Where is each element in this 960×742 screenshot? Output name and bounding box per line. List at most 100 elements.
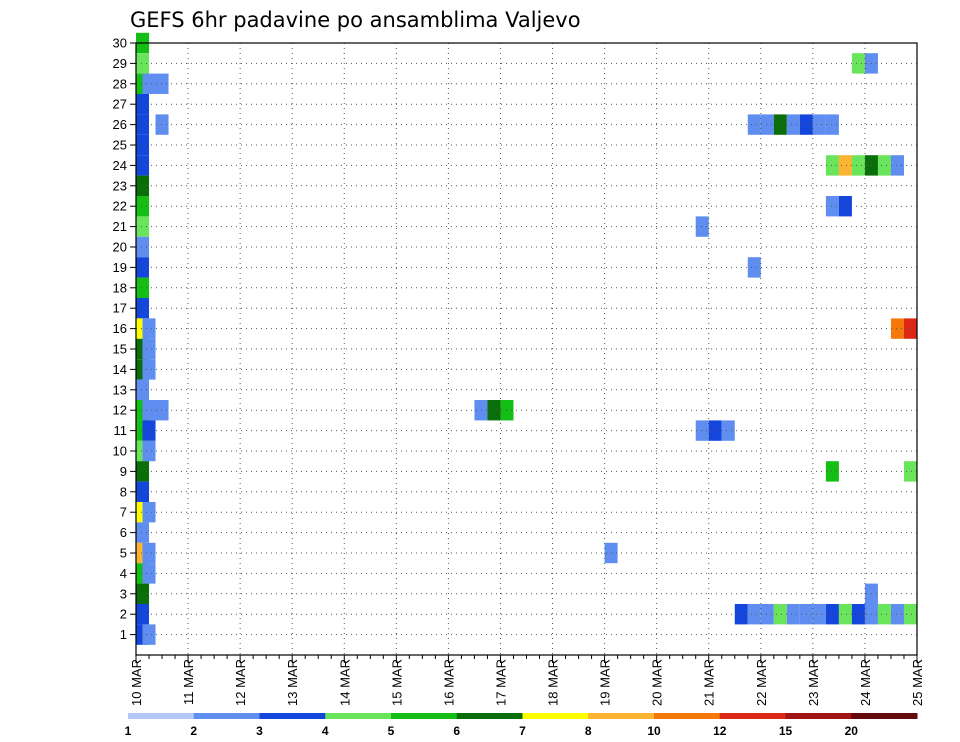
colorbar: 1 2 3 4 5 6 7 8 10 12 15 20	[125, 713, 918, 738]
colorbar-label: 7	[519, 724, 526, 738]
heatmap-cell	[136, 155, 150, 176]
heatmap-cell	[136, 216, 150, 237]
y-tick-label: 2	[120, 607, 127, 622]
y-tick-label: 18	[113, 280, 127, 295]
y-tick-label: 15	[113, 342, 127, 357]
x-tick-label: 19 MAR	[598, 659, 613, 706]
heatmap-cell	[136, 583, 150, 604]
colorbar-segment	[193, 713, 260, 719]
colorbar-segment	[785, 713, 852, 719]
y-tick-label: 8	[120, 484, 127, 499]
heatmap-cell	[747, 114, 761, 135]
y-tick-label: 24	[113, 158, 127, 173]
colorbar-segment	[456, 713, 523, 719]
heatmap-cell	[136, 196, 150, 217]
colorbar-label: 20	[845, 724, 859, 738]
y-tick-label: 12	[113, 403, 127, 418]
colorbar-segment	[654, 713, 721, 719]
heatmap-cell	[695, 216, 709, 237]
heatmap-cell	[155, 114, 169, 135]
heatmap-cell	[142, 318, 156, 339]
x-tick-label: 22 MAR	[754, 659, 769, 706]
colorbar-segment	[522, 713, 589, 719]
x-axis: 10 MAR 11 MAR 12 MAR 13 MAR 14 MAR 15 MAR 16 M…	[129, 655, 925, 706]
colorbar-segment	[851, 713, 918, 719]
y-tick-label: 23	[113, 178, 127, 193]
y-tick-label: 19	[113, 260, 127, 275]
heatmap-cell	[142, 338, 156, 360]
colorbar-label: 2	[190, 724, 197, 738]
heatmap-cell	[136, 379, 150, 400]
heatmap-cell	[851, 53, 865, 74]
y-tick-label: 29	[113, 56, 127, 71]
y-tick-label: 1	[120, 627, 127, 642]
y-tick-label: 10	[113, 444, 127, 459]
heatmap-cell	[786, 604, 800, 625]
heatmap-cell	[136, 114, 150, 135]
heatmap-cell	[773, 114, 787, 135]
y-tick-label: 9	[120, 464, 127, 479]
heatmap-cell	[142, 440, 156, 462]
heatmap-cell	[903, 318, 917, 339]
heatmap-cell	[142, 73, 156, 94]
colorbar-label: 3	[256, 724, 263, 738]
y-tick-label: 13	[113, 382, 127, 397]
y-tick-label: 7	[120, 505, 127, 520]
y-tick-label: 26	[113, 117, 127, 132]
y-tick-label: 27	[113, 97, 127, 112]
heatmap-cell	[877, 604, 891, 625]
x-tick-label: 20 MAR	[650, 659, 665, 706]
heatmap-cell	[142, 420, 156, 441]
heatmap-cell	[708, 420, 722, 441]
colorbar-label: 5	[388, 724, 395, 738]
heatmap-cell	[136, 522, 150, 543]
heatmap-cell	[695, 420, 709, 441]
heatmap-cells	[136, 32, 917, 645]
heatmap-cell	[136, 236, 150, 258]
colorbar-label: 8	[585, 724, 592, 738]
y-tick-label: 14	[113, 362, 127, 377]
heatmap-cell	[812, 114, 826, 135]
heatmap-cell	[890, 155, 904, 176]
heatmap-cell	[142, 624, 156, 645]
heatmap-cell	[851, 155, 865, 176]
x-tick-label: 21 MAR	[702, 659, 717, 706]
colorbar-segment	[391, 713, 458, 719]
heatmap-cell	[136, 94, 150, 115]
colorbar-label: 1	[125, 724, 132, 738]
heatmap-cell	[487, 400, 501, 421]
x-tick-label: 24 MAR	[858, 659, 873, 706]
heatmap-cell	[825, 196, 839, 217]
x-tick-label: 11 MAR	[181, 659, 196, 705]
heatmap-cell	[877, 155, 891, 176]
colorbar-label: 10	[647, 724, 661, 738]
heatmap-cell	[760, 114, 774, 135]
heatmap-cell	[142, 502, 156, 523]
heatmap-cell	[136, 604, 150, 625]
x-tick-label: 15 MAR	[389, 659, 404, 706]
y-tick-label: 5	[120, 546, 127, 561]
heatmap-cell	[142, 359, 156, 380]
heatmap-cell	[851, 604, 865, 625]
x-tick-label: 17 MAR	[493, 659, 508, 706]
heatmap-cell	[142, 542, 156, 564]
heatmap-cell	[812, 604, 826, 625]
colorbar-segment	[128, 713, 195, 719]
y-tick-label: 6	[120, 525, 127, 540]
x-tick-label: 25 MAR	[910, 659, 925, 706]
grid-lines	[136, 43, 917, 655]
heatmap-cell	[786, 114, 800, 135]
y-tick-label: 30	[113, 36, 127, 51]
heatmap-cell	[773, 604, 787, 625]
colorbar-label: 12	[713, 724, 727, 738]
y-tick-label: 25	[113, 138, 127, 153]
heatmap-cell	[903, 604, 917, 625]
heatmap-cell	[142, 400, 156, 421]
heatmap-cell	[136, 481, 150, 502]
heatmap-cell	[155, 73, 169, 94]
chart-title: GEFS 6hr padavine po ansamblima Valjevo	[130, 8, 581, 32]
x-tick-label: 12 MAR	[233, 659, 248, 706]
heatmap-cell	[825, 604, 839, 625]
heatmap-cell	[890, 318, 904, 339]
